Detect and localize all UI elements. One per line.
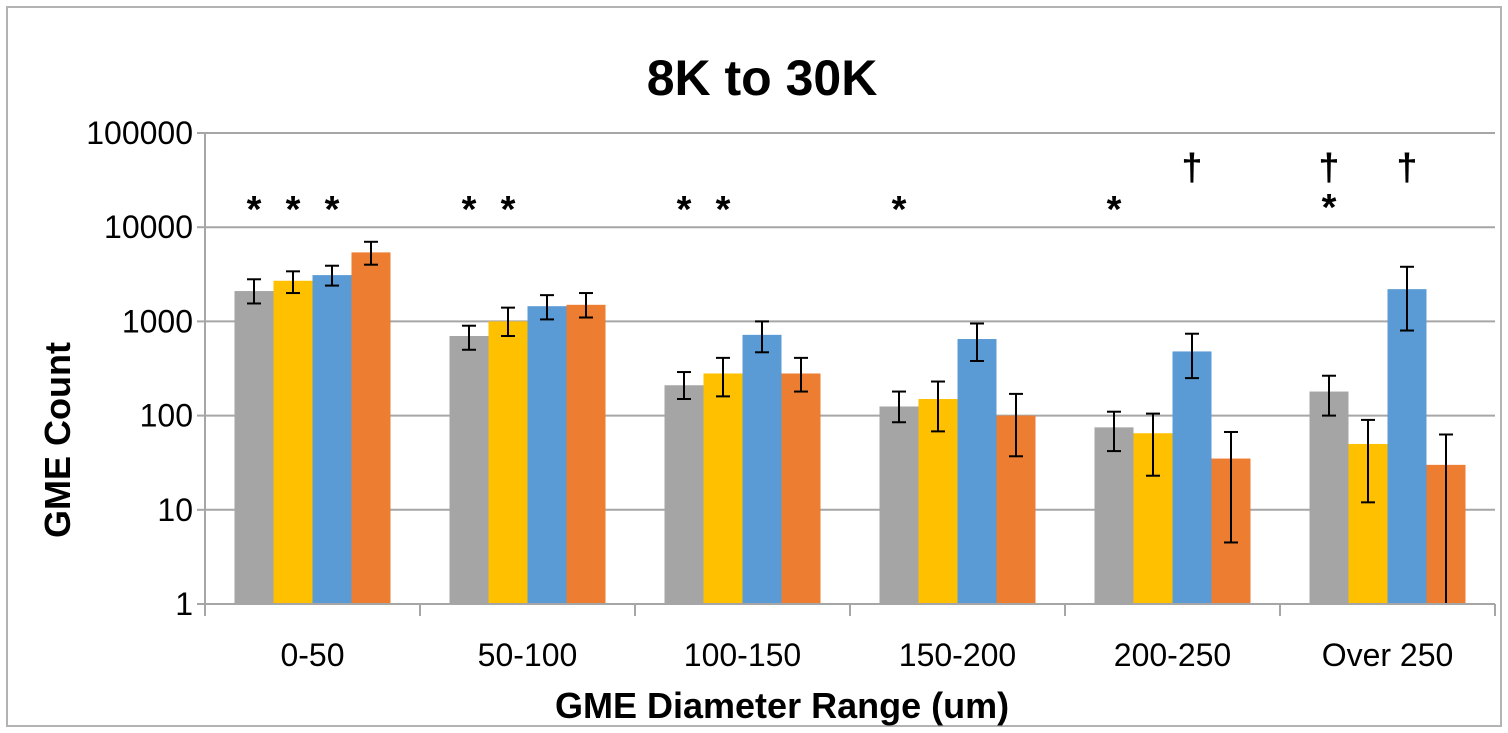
significance-marks: * * * * * * * * *† †*†	[247, 147, 1418, 231]
x-tick-label: 200-250	[1114, 637, 1231, 673]
bar	[781, 373, 821, 604]
significance-mark: *	[892, 189, 907, 231]
y-axis-ticks: 1 10 100 1000 10000 100000	[86, 115, 205, 622]
y-tick-label: 1000	[122, 303, 193, 339]
gridlines	[205, 132, 1495, 511]
y-tick-label: 1	[175, 586, 193, 622]
error-bars	[247, 240, 1453, 604]
bar	[957, 339, 997, 604]
x-tick-label: 100-150	[684, 637, 801, 673]
bar	[273, 280, 313, 604]
bar	[566, 304, 606, 604]
bar	[312, 275, 352, 604]
significance-mark: *	[462, 189, 477, 231]
bar	[1387, 289, 1427, 604]
bar	[527, 306, 567, 604]
bar	[703, 373, 743, 604]
bar	[488, 321, 528, 604]
bars	[234, 252, 1466, 604]
significance-mark: *	[1107, 189, 1122, 231]
bar	[879, 406, 919, 604]
bar	[664, 385, 704, 604]
bar	[742, 334, 782, 604]
bar	[351, 252, 391, 604]
significance-mark: *	[677, 189, 692, 231]
bar	[234, 291, 274, 604]
significance-mark: †	[1396, 147, 1417, 189]
significance-mark: *	[716, 189, 731, 231]
bar	[918, 399, 958, 604]
bar	[1094, 427, 1134, 604]
significance-mark: *	[325, 189, 340, 231]
y-axis-label: GME Count	[37, 342, 78, 538]
bar	[1309, 391, 1349, 604]
significance-mark: †	[1181, 147, 1202, 189]
significance-mark: †	[1318, 147, 1339, 189]
x-tick-label: 50-100	[478, 637, 578, 673]
y-tick-label: 100000	[86, 115, 193, 151]
bar	[1172, 351, 1212, 604]
x-axis: 0-50 50-100 100-150 150-200 200-250 Over 250	[204, 133, 1496, 673]
significance-mark: *	[1322, 187, 1337, 229]
significance-mark: *	[501, 189, 516, 231]
x-axis-label: GME Diameter Range (um)	[555, 685, 1009, 726]
chart-title: 8K to 30K	[647, 50, 878, 106]
significance-mark: *	[247, 189, 262, 231]
y-tick-label: 100	[140, 398, 193, 434]
bar	[449, 335, 489, 604]
x-tick-label: 0-50	[280, 637, 344, 673]
x-tick-label: 150-200	[899, 637, 1016, 673]
significance-mark: *	[286, 189, 301, 231]
y-tick-label: 10	[157, 492, 193, 528]
y-tick-label: 10000	[104, 209, 193, 245]
x-tick-label: Over 250	[1322, 637, 1454, 673]
